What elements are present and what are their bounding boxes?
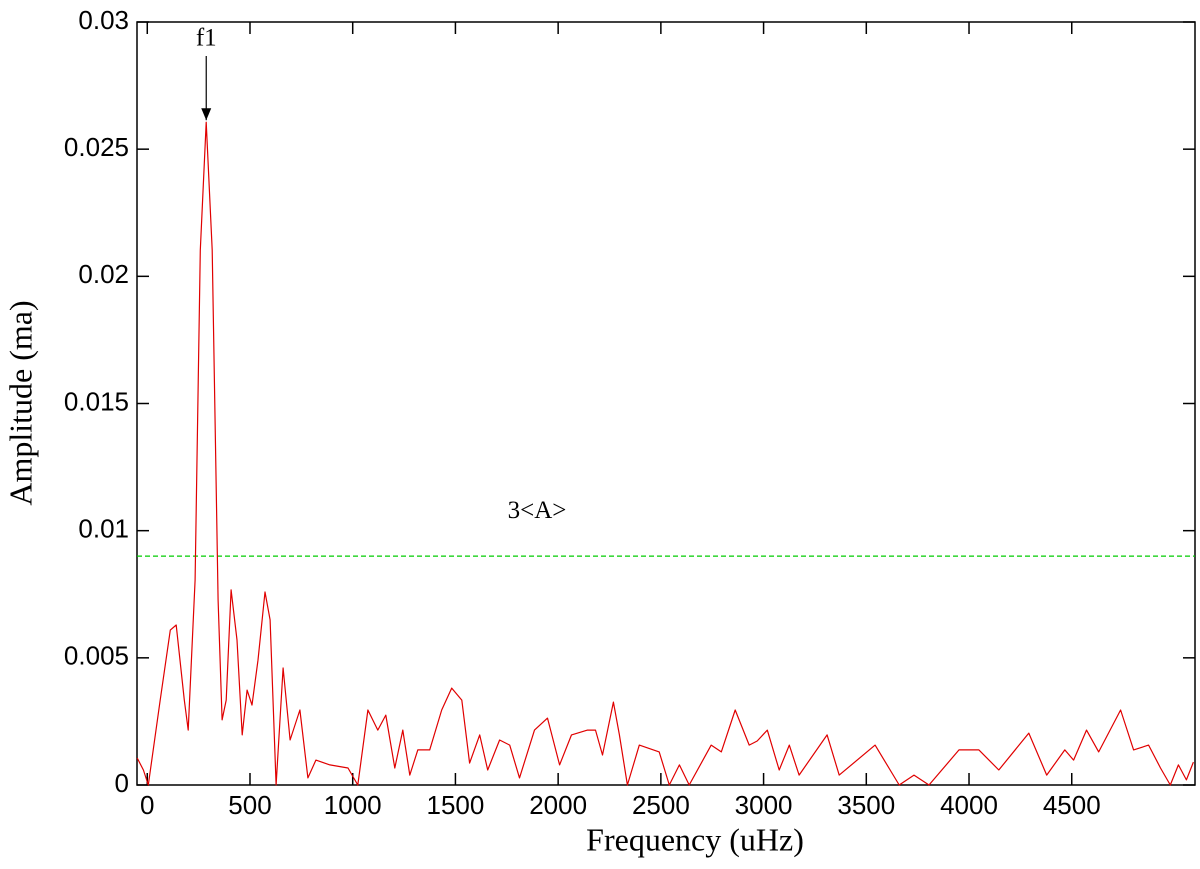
y-tick-label: 0.015 [64, 386, 129, 416]
x-axis-title: Frequency (uHz) [586, 821, 804, 857]
x-tick-label: 3500 [837, 790, 895, 820]
x-tick-label: 1500 [427, 790, 485, 820]
y-tick-label: 0.01 [78, 514, 129, 544]
y-tick-label: 0.03 [78, 5, 129, 35]
y-axis-title: Amplitude (ma) [2, 300, 38, 505]
y-tick-label: 0.005 [64, 641, 129, 671]
plot-frame [136, 21, 1196, 786]
spectrum-line [136, 121, 1194, 786]
x-tick-label: 500 [228, 790, 271, 820]
annotation-label: f1 [196, 25, 217, 52]
x-tick-label: 2000 [529, 790, 587, 820]
x-tick-label: 2500 [632, 790, 690, 820]
annotation-arrowhead [201, 108, 212, 121]
y-tick-label: 0 [115, 768, 129, 798]
y-tick-label: 0.02 [78, 259, 129, 289]
x-tick-label: 0 [140, 790, 154, 820]
threshold-label: 3<A> [508, 497, 567, 524]
x-tick-label: 3000 [735, 790, 793, 820]
x-tick-label: 4000 [940, 790, 998, 820]
x-tick-label: 1000 [324, 790, 382, 820]
y-tick-label: 0.025 [64, 132, 129, 162]
x-tick-label: 4500 [1043, 790, 1101, 820]
